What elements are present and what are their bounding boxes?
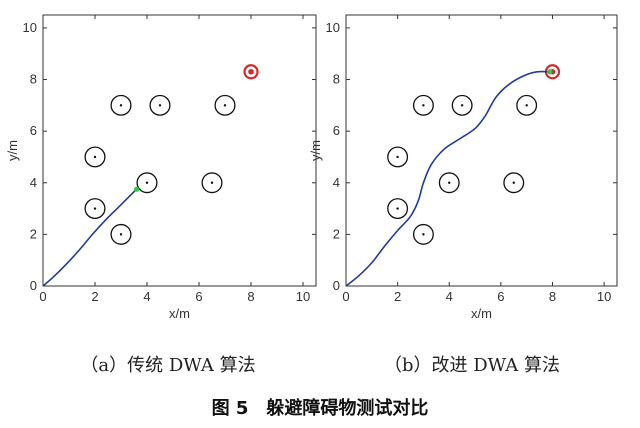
obstacle-center-dot bbox=[396, 155, 399, 159]
obstacle-circle bbox=[110, 223, 132, 245]
obstacle-circle bbox=[84, 146, 106, 168]
obstacle-center-dot bbox=[525, 104, 528, 107]
obstacle-center-dot bbox=[158, 104, 162, 107]
obstacle-circle bbox=[136, 172, 158, 194]
y-tick-label: 4 bbox=[30, 175, 37, 190]
x-tick-label: 6 bbox=[497, 289, 504, 304]
obstacle-circle bbox=[438, 172, 460, 194]
panel-a-caption: （a）传统 DWA 算法 bbox=[80, 355, 255, 376]
obstacle-circle bbox=[451, 94, 473, 116]
obstacle-center-dot bbox=[210, 181, 214, 184]
plot-area bbox=[43, 64, 259, 286]
plot-area bbox=[346, 64, 561, 286]
obstacle-circle bbox=[412, 223, 434, 245]
y-tick-label: 10 bbox=[23, 20, 37, 35]
y-tick-label: 2 bbox=[30, 226, 37, 241]
x-tick-label: 4 bbox=[446, 289, 453, 304]
obstacle-center-dot bbox=[448, 181, 451, 184]
obstacle-circle bbox=[201, 172, 223, 194]
obstacle-center-dot bbox=[119, 104, 123, 107]
obstacle-circle bbox=[516, 94, 538, 116]
x-axis-label: x/m bbox=[471, 306, 492, 321]
y-tick-label: 2 bbox=[333, 226, 340, 241]
x-tick-label: 8 bbox=[549, 289, 556, 304]
obstacle-center-dot bbox=[93, 207, 97, 210]
obstacle-circle bbox=[149, 94, 171, 116]
robot-position-marker bbox=[547, 69, 553, 75]
x-tick-label: 0 bbox=[39, 289, 46, 304]
obstacle-center-dot bbox=[93, 155, 97, 159]
axes-frame bbox=[42, 14, 317, 287]
x-tick-label: 2 bbox=[394, 289, 401, 304]
x-tick-label: 10 bbox=[296, 289, 310, 304]
y-tick-label: 10 bbox=[326, 20, 340, 35]
x-tick-label: 4 bbox=[143, 289, 150, 304]
obstacle-center-dot bbox=[145, 181, 149, 184]
axes-frame bbox=[345, 14, 618, 287]
obstacle-circle bbox=[412, 94, 434, 116]
obstacle-circle bbox=[387, 198, 409, 220]
obstacle-center-dot bbox=[422, 233, 425, 236]
goal-dot bbox=[248, 68, 254, 75]
y-axis-label: y/m bbox=[308, 140, 323, 161]
y-tick-label: 6 bbox=[30, 123, 37, 138]
x-tick-label: 2 bbox=[91, 289, 98, 304]
obstacle-circle bbox=[387, 146, 409, 168]
x-axis-label: x/m bbox=[169, 306, 190, 321]
obstacle-circle bbox=[110, 94, 132, 116]
x-tick-label: 10 bbox=[597, 289, 611, 304]
y-tick-label: 6 bbox=[333, 123, 340, 138]
obstacle-circle bbox=[84, 198, 106, 220]
panel-a-traditional-dwa: 00 2 2 4 4 6 6 8 8 10 10 x/m y/m bbox=[5, 14, 317, 321]
y-tick-label: 0 bbox=[30, 278, 37, 293]
obstacle-center-dot bbox=[396, 207, 399, 210]
x-tick-label: 6 bbox=[195, 289, 202, 304]
obstacle-circle bbox=[214, 94, 236, 116]
robot-path bbox=[43, 188, 138, 286]
y-tick-label: 8 bbox=[333, 72, 340, 87]
obstacle-center-dot bbox=[119, 233, 123, 236]
x-tick-label: 0 bbox=[342, 289, 349, 304]
robot-path bbox=[346, 70, 550, 286]
panel-b-improved-dwa: 00 2 2 4 4 6 6 8 8 10 10 x/m y/m bbox=[308, 14, 618, 321]
y-axis-label: y/m bbox=[5, 140, 20, 161]
goal-ring bbox=[243, 64, 259, 80]
figure-title: 图 5 躲避障碍物测试对比 bbox=[212, 397, 429, 419]
y-tick-label: 0 bbox=[333, 278, 340, 293]
robot-position-marker bbox=[134, 186, 140, 192]
obstacle-center-dot bbox=[223, 104, 227, 107]
obstacle-center-dot bbox=[460, 104, 464, 107]
obstacle-center-dot bbox=[422, 104, 425, 107]
y-tick-label: 8 bbox=[30, 72, 37, 87]
obstacle-center-dot bbox=[512, 181, 515, 184]
y-tick-label: 4 bbox=[333, 175, 340, 190]
panel-b-caption: （b）改进 DWA 算法 bbox=[384, 355, 560, 376]
x-tick-label: 8 bbox=[247, 289, 254, 304]
obstacle-circle bbox=[503, 172, 525, 194]
